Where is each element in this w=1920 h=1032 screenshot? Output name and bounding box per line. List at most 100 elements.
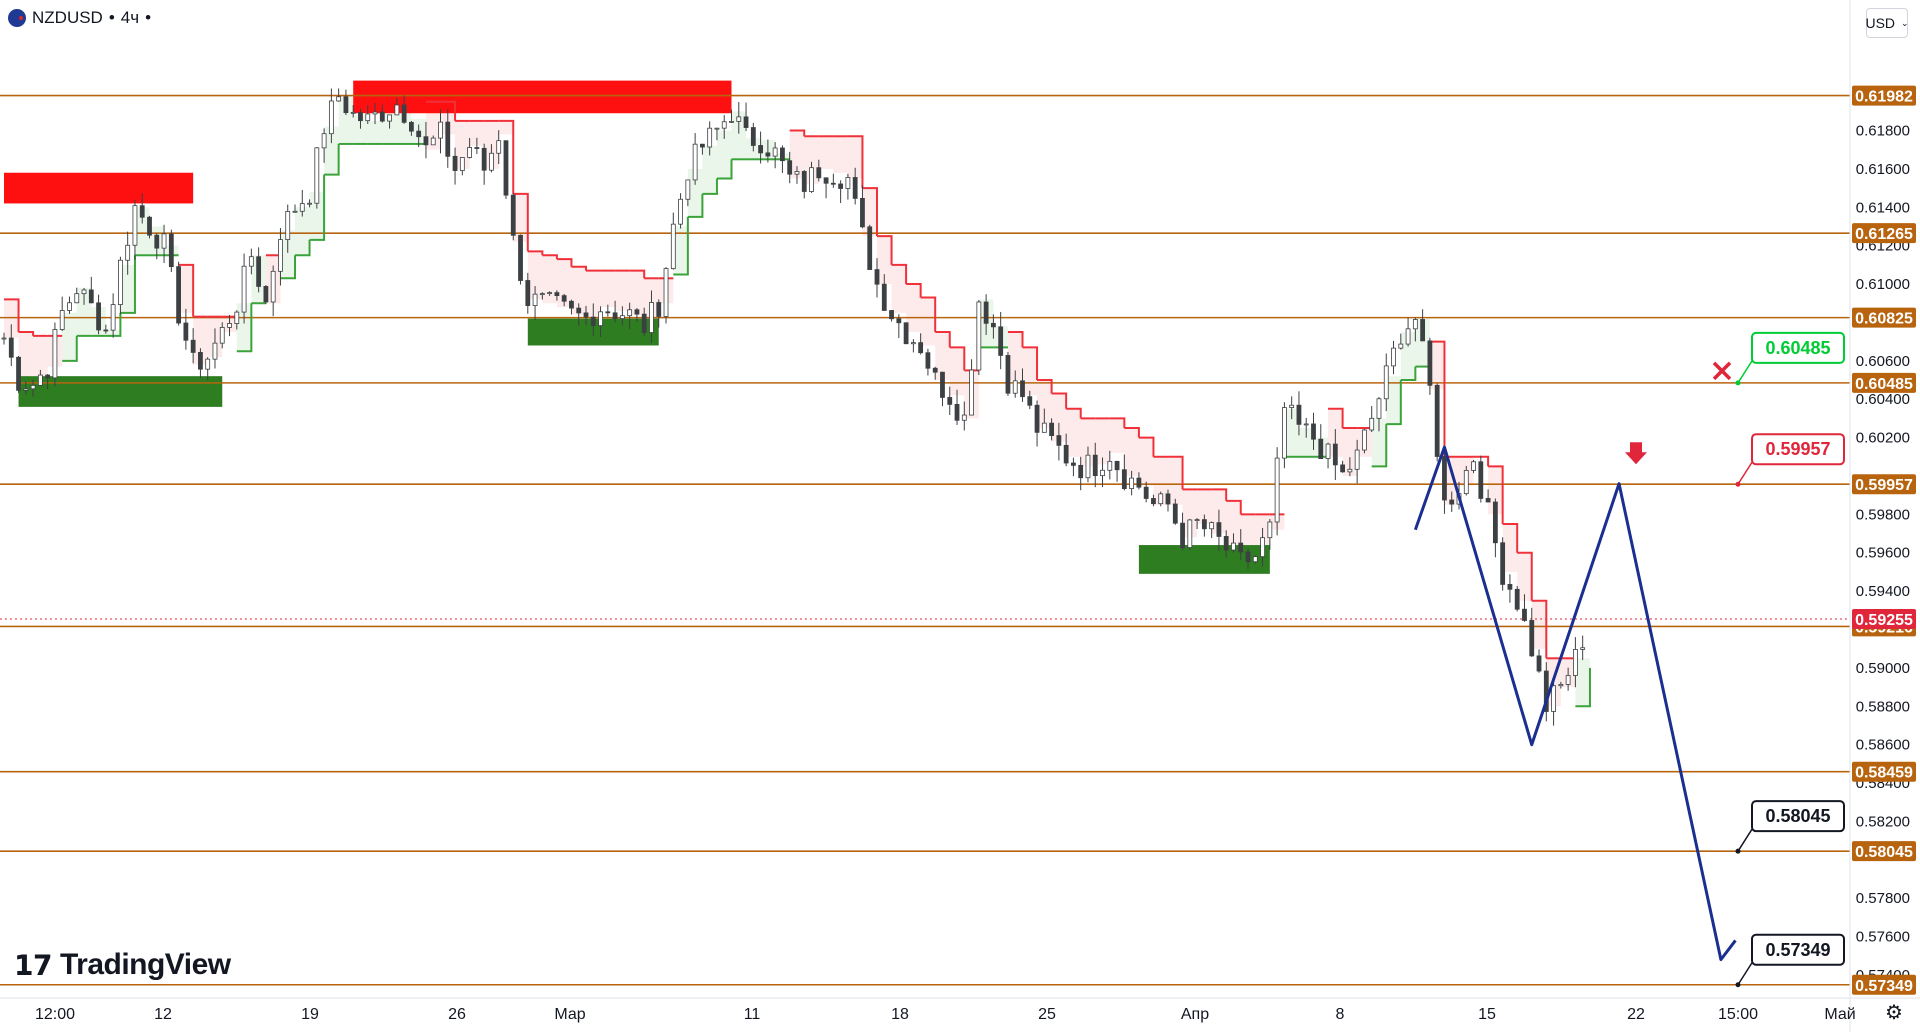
projection-path[interactable] [1413, 445, 1737, 962]
candle-body [438, 121, 443, 139]
candle-body [219, 327, 225, 344]
trail-fill [1066, 408, 1081, 457]
candle-body [394, 104, 400, 116]
supply-zone [4, 172, 194, 204]
candle-body [903, 322, 909, 345]
callout-anchor [1735, 481, 1741, 487]
candle-body [1536, 655, 1542, 672]
y-tick-label: 0.60600 [1856, 353, 1910, 370]
trail-fill [120, 264, 135, 313]
candle-body [445, 121, 451, 157]
callout-box[interactable] [1751, 933, 1845, 966]
trail-fill [600, 270, 616, 308]
candle-body [1260, 537, 1265, 558]
candle-body [976, 301, 982, 371]
time-axis[interactable]: 12:00 12 19 26 Мар 11 18 25 Апр 8 15 22 15:00 Май [35, 1006, 1856, 1023]
trail-fill [731, 111, 747, 160]
symbol-header[interactable]: NZDUSD • 4ч • [8, 6, 151, 30]
candle-body [321, 133, 327, 149]
candle-body [1129, 477, 1135, 490]
logo-text: TradingView [59, 948, 231, 981]
candle-body [801, 171, 807, 192]
trail-fill [1488, 466, 1503, 515]
candle-body [1565, 675, 1571, 685]
candle-body [590, 316, 596, 327]
candle-body [67, 302, 72, 311]
candle-body [1471, 461, 1476, 471]
trail-fill [1138, 437, 1154, 486]
current-price-tag [1852, 608, 1916, 629]
trail-line [1211, 488, 1228, 501]
x-tick-label: Апр [1181, 1006, 1209, 1023]
candle-body [1449, 499, 1455, 505]
candle-body [678, 198, 683, 225]
trail-fill [1444, 456, 1459, 505]
candle-body [1398, 343, 1404, 349]
trail-line [280, 255, 296, 280]
level-tag-label: 0.60825 [1855, 311, 1913, 328]
trail-line [18, 331, 35, 336]
callout-markers[interactable]: 0.60485 0.59957 0.58045 0.57349 [1625, 331, 1845, 988]
candle-body [619, 315, 625, 319]
level-tag [1852, 372, 1916, 393]
candle-body [1514, 588, 1520, 610]
candle-body [830, 182, 836, 185]
trail-line [920, 296, 937, 333]
trail-fill [789, 130, 805, 179]
callout-box[interactable] [1751, 331, 1845, 364]
candle-body [1027, 396, 1033, 406]
currency-selector[interactable]: USD ⌄ [1865, 8, 1909, 38]
candle-body [1121, 469, 1127, 490]
trail-line [1488, 465, 1504, 524]
trail-fill [1226, 500, 1241, 549]
horizontal-levels[interactable] [0, 94, 1850, 986]
candle-body [1340, 464, 1345, 473]
candle-body [961, 414, 967, 421]
trail-line [629, 269, 646, 279]
supply-zone [353, 80, 732, 114]
candle-body [336, 96, 342, 102]
trail-line [1007, 331, 1024, 348]
candle-body [1, 337, 7, 340]
y-tick-label: 0.59600 [1856, 545, 1910, 562]
candle-body [292, 210, 298, 213]
callout-label: 0.59957 [1765, 439, 1830, 459]
trail-line [527, 250, 544, 256]
candle-body [1267, 521, 1273, 539]
candle-body [1216, 522, 1222, 537]
callout-box[interactable] [1751, 800, 1845, 833]
candle-body [1158, 493, 1164, 505]
candle-body [1289, 404, 1295, 408]
trail-line [556, 258, 573, 267]
trail-fill [1197, 489, 1212, 524]
trail-fill [1080, 418, 1096, 467]
candle-body [1078, 464, 1084, 479]
candle-body [1492, 501, 1498, 544]
candle-body [1223, 536, 1229, 551]
candle-body [889, 310, 894, 320]
candle-body [248, 256, 254, 267]
level-tag-label: 0.58459 [1855, 765, 1913, 782]
candle-body [736, 116, 742, 122]
candle-body [1362, 429, 1367, 451]
candle-body [700, 143, 705, 148]
candle-body [1005, 355, 1011, 394]
candle-body [278, 239, 283, 272]
callout-box[interactable] [1751, 433, 1845, 466]
candle-body [1114, 460, 1120, 471]
candle-body [489, 152, 494, 171]
trail-line [62, 335, 78, 362]
trail-fill [891, 264, 907, 313]
candle-body [88, 289, 94, 304]
candle-body [452, 155, 458, 171]
candle-body [1522, 608, 1527, 621]
candle-body [1500, 542, 1506, 585]
gear-icon[interactable]: ⚙ [1885, 1001, 1903, 1024]
trail-line [906, 283, 922, 298]
projection-line[interactable] [1413, 445, 1737, 962]
candle-body [670, 223, 676, 270]
trail-fill [687, 168, 703, 217]
trail-line [1371, 424, 1388, 468]
trail-fill [702, 145, 717, 194]
